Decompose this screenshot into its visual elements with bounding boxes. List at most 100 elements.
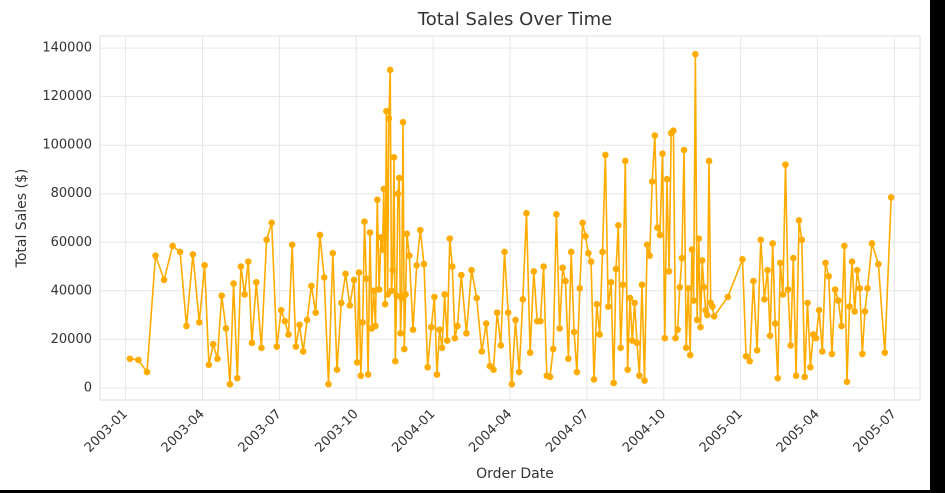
sales-point <box>253 279 260 286</box>
sales-point <box>446 235 454 242</box>
sales-point <box>626 294 634 302</box>
sales-point <box>515 368 523 376</box>
sales-point <box>508 380 516 388</box>
sales-point <box>602 151 609 159</box>
sales-point <box>160 276 168 284</box>
sales-point <box>399 118 407 126</box>
sales-point <box>546 373 554 381</box>
sales-point <box>393 292 400 299</box>
sales-point <box>237 263 245 270</box>
sales-point <box>201 262 208 269</box>
sales-point <box>789 254 797 262</box>
sales-point <box>698 257 706 264</box>
sales-point <box>383 107 390 115</box>
sales-point <box>417 226 424 234</box>
sales-point <box>622 157 629 165</box>
sales-point <box>389 266 397 274</box>
y-tick-label: 80000 <box>51 186 92 201</box>
sales-point <box>841 242 848 250</box>
sales-point <box>835 297 842 304</box>
sales-point <box>612 265 620 273</box>
sales-point <box>617 344 624 352</box>
sales-point <box>183 322 190 330</box>
sales-point <box>413 262 420 269</box>
sales-point <box>218 292 226 299</box>
sales-point <box>787 342 794 349</box>
sales-point <box>739 255 746 263</box>
y-tick-label: 100000 <box>42 138 92 153</box>
sales-point <box>292 343 300 350</box>
sales-point <box>169 242 176 250</box>
sales-point <box>742 353 750 360</box>
sales-point <box>244 258 252 265</box>
sales-point <box>771 320 779 327</box>
sales-point <box>798 236 806 244</box>
sales-point <box>792 372 800 380</box>
sales-point <box>431 293 438 301</box>
sales-point <box>838 322 845 330</box>
sales-point <box>710 312 718 320</box>
sales-point <box>526 349 534 356</box>
sales-point <box>379 246 386 253</box>
sales-point <box>819 348 826 355</box>
sales-point <box>342 270 349 278</box>
sales-point <box>559 264 566 272</box>
sales-point <box>375 286 383 293</box>
sales-point <box>584 249 592 257</box>
sales-point <box>724 293 732 301</box>
x-tick-label: 2005-07 <box>851 407 900 456</box>
sales-point <box>590 376 598 383</box>
sales-point <box>135 356 142 364</box>
sales-point <box>705 157 713 165</box>
sales-point <box>887 194 895 201</box>
x-tick-label: 2003-10 <box>313 407 362 456</box>
sales-point <box>463 329 470 337</box>
sales-point <box>195 319 203 326</box>
sales-point <box>248 339 256 347</box>
sales-point <box>277 306 285 314</box>
sales-point <box>690 297 697 304</box>
sales-point <box>815 306 823 314</box>
sales-point <box>209 340 217 348</box>
sales-point <box>704 311 711 319</box>
sales-point <box>562 277 569 285</box>
sales-point <box>576 285 584 292</box>
sales-point <box>427 323 435 331</box>
sales-point <box>638 281 646 289</box>
sales-point <box>851 308 858 315</box>
sales-point <box>363 275 370 282</box>
sales-point <box>678 254 686 262</box>
sales-point <box>631 299 638 307</box>
sales-point <box>385 115 393 122</box>
sales-point <box>553 211 560 218</box>
sales-point <box>441 291 448 298</box>
sales-point <box>361 218 368 225</box>
sales-point <box>646 252 653 259</box>
sales-point <box>753 346 761 354</box>
sales-point <box>397 329 404 337</box>
sales-point <box>619 281 627 289</box>
y-tick-label: 20000 <box>51 332 92 347</box>
sales-point <box>750 277 757 285</box>
sales-point <box>355 269 363 276</box>
sales-point <box>424 363 431 371</box>
sales-point <box>519 295 527 303</box>
sales-point <box>822 259 829 267</box>
sales-point <box>512 316 519 324</box>
sales-point <box>189 251 197 258</box>
sales-point <box>695 235 703 242</box>
x-tick-label: 2003-07 <box>236 407 285 456</box>
sales-point <box>682 344 690 352</box>
y-axis-label: Total Sales ($) <box>14 169 30 269</box>
sales-point <box>449 263 456 270</box>
x-tick-label: 2004-07 <box>543 407 592 456</box>
sales-point <box>299 348 307 355</box>
sales-point <box>615 221 622 229</box>
sales-point <box>651 132 659 139</box>
x-tick-label: 2004-01 <box>389 407 438 456</box>
sales-point <box>672 334 679 342</box>
sales-point <box>853 266 861 274</box>
sales-point <box>501 248 508 256</box>
sales-point <box>663 175 671 183</box>
sales-point <box>288 241 296 248</box>
